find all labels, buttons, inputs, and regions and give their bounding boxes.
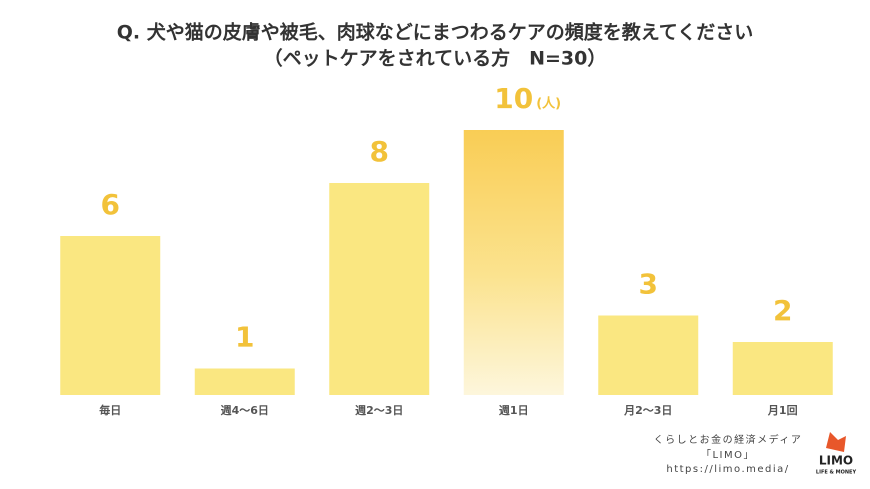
bar xyxy=(194,368,295,395)
logo: LIMO xyxy=(819,454,853,468)
bar xyxy=(463,130,564,395)
x-tick-label: 月2〜3日 xyxy=(623,404,672,417)
x-tick-label: 週4〜6日 xyxy=(221,403,269,417)
bar xyxy=(60,236,161,395)
value-label: 2 xyxy=(773,294,792,327)
x-tick-label: 月1回 xyxy=(767,403,798,417)
bar xyxy=(329,183,430,395)
value-label: 3 xyxy=(639,268,658,301)
x-tick-label: 週1日 xyxy=(499,403,529,417)
logo-icon xyxy=(826,432,846,452)
value-label: 10 xyxy=(494,82,533,115)
x-tick-label: 週2〜3日 xyxy=(355,403,403,417)
footer-brand: 「LIMO」 xyxy=(701,449,755,461)
bar xyxy=(598,315,699,395)
footer-tagline: くらしとお金の経済メディア xyxy=(654,433,803,446)
value-label: 8 xyxy=(370,135,389,168)
chart-title: Q. 犬や猫の皮膚や被毛、肉球などにまつわるケアの頻度を教えてください xyxy=(117,21,753,44)
x-tick-label: 毎日 xyxy=(99,403,121,417)
logo-sub: LIFE & MONEY xyxy=(816,470,857,476)
unit-label: (人) xyxy=(536,96,561,112)
chart-subtitle: （ペットケアをされている方 N=30） xyxy=(264,47,607,70)
bar xyxy=(732,342,833,395)
value-label: 1 xyxy=(235,321,254,354)
footer-url: https://limo.media/ xyxy=(666,464,789,475)
value-label: 6 xyxy=(101,188,120,221)
